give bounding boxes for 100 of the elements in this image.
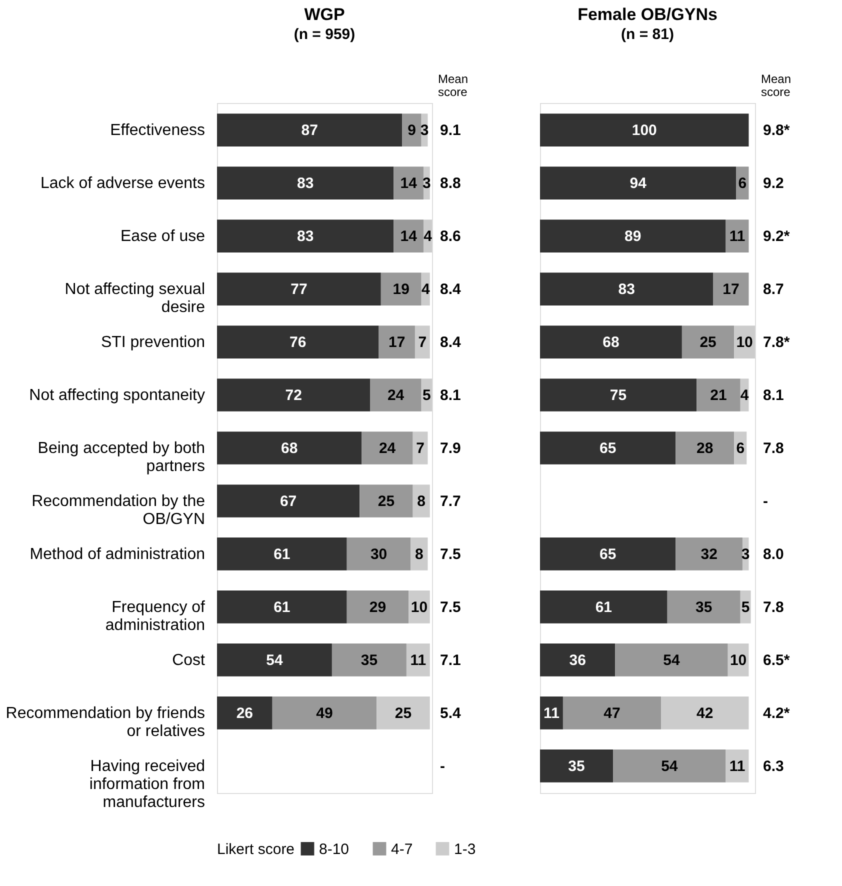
bar bbox=[667, 590, 740, 624]
bar bbox=[217, 696, 272, 730]
y-tick-label: Ease of use bbox=[120, 228, 206, 246]
bar bbox=[402, 114, 422, 146]
text: Mean score bbox=[438, 72, 468, 99]
bar bbox=[217, 538, 347, 570]
data-label: 72 bbox=[285, 387, 302, 404]
data-label: 10 bbox=[736, 334, 753, 352]
data-label: 11 bbox=[729, 758, 746, 775]
y-tick-label: Not affecting sexual desire bbox=[64, 281, 206, 316]
bar bbox=[217, 272, 381, 306]
bar bbox=[615, 644, 728, 676]
legend-label: 8-10 bbox=[319, 840, 350, 858]
text: 8.8 bbox=[440, 175, 461, 192]
data-label: 49 bbox=[316, 704, 333, 722]
data-label: 8 bbox=[417, 492, 426, 510]
text: 4.2* bbox=[763, 704, 790, 722]
bar bbox=[272, 696, 377, 730]
bar bbox=[562, 696, 662, 730]
text: 7.1 bbox=[440, 652, 461, 669]
y-tick-label: Recommendation by the OB/GYN bbox=[32, 492, 206, 528]
data-label: 10 bbox=[730, 652, 747, 669]
bar bbox=[378, 326, 415, 358]
bar bbox=[676, 432, 734, 464]
y-tick-label: Lack of adverse events bbox=[40, 175, 205, 192]
data-label: 5 bbox=[741, 598, 750, 616]
bar bbox=[713, 272, 749, 306]
y-tick-label: Frequency of administration bbox=[105, 598, 206, 634]
data-label: 54 bbox=[661, 758, 678, 775]
data-label: 87 bbox=[301, 122, 318, 140]
data-label: 54 bbox=[266, 652, 284, 669]
data-label: 4 bbox=[421, 281, 430, 298]
data-label: 8 bbox=[415, 546, 424, 563]
legend-title: Likert score bbox=[217, 841, 295, 858]
legend-label: 4-7 bbox=[391, 840, 413, 858]
data-label: 6 bbox=[738, 175, 747, 192]
data-label: 35 bbox=[360, 652, 378, 669]
bar bbox=[414, 326, 430, 358]
bar bbox=[394, 220, 424, 252]
data-label: 6 bbox=[736, 440, 745, 457]
data-label: 65 bbox=[599, 440, 616, 457]
bar bbox=[346, 590, 409, 624]
text: 8.1 bbox=[440, 387, 461, 404]
bar bbox=[540, 220, 726, 252]
y-tick-label: Being accepted by both partners bbox=[38, 440, 205, 475]
chart-title: WGP bbox=[304, 5, 345, 24]
bar bbox=[540, 644, 616, 676]
data-label: 94 bbox=[630, 175, 648, 192]
data-label: 11 bbox=[729, 228, 746, 246]
bar bbox=[360, 484, 413, 518]
bar bbox=[540, 538, 676, 570]
data-label: 29 bbox=[369, 598, 386, 616]
y-tick-label: Not affecting spontaneity bbox=[29, 387, 205, 404]
text: 7.8 bbox=[763, 440, 784, 457]
data-label: 25 bbox=[378, 492, 395, 510]
bar bbox=[661, 696, 749, 730]
bar bbox=[394, 166, 424, 200]
chart-title: Female OB/GYNs bbox=[578, 5, 718, 24]
bar bbox=[412, 432, 428, 464]
bar bbox=[540, 750, 614, 782]
data-label: 19 bbox=[392, 281, 410, 298]
bar bbox=[540, 590, 668, 624]
data-label: 14 bbox=[400, 175, 418, 192]
bar bbox=[540, 696, 563, 730]
bar bbox=[696, 378, 740, 412]
data-label: 68 bbox=[281, 440, 298, 457]
data-label: 7 bbox=[416, 440, 424, 457]
bar bbox=[346, 538, 411, 570]
bar bbox=[682, 326, 734, 358]
data-label: 25 bbox=[394, 704, 412, 722]
text: 8.0 bbox=[763, 546, 784, 563]
bar bbox=[217, 326, 379, 358]
data-label: 11 bbox=[410, 652, 426, 669]
text: 8.6 bbox=[440, 228, 461, 246]
bar bbox=[540, 114, 749, 146]
bar bbox=[217, 644, 332, 676]
data-label: 17 bbox=[388, 334, 406, 352]
bar bbox=[540, 166, 736, 200]
bar bbox=[217, 220, 394, 252]
bar bbox=[217, 432, 362, 464]
text: 7.5 bbox=[440, 598, 461, 616]
data-label: 4 bbox=[740, 387, 750, 404]
text: 9.2* bbox=[763, 228, 790, 246]
bar bbox=[217, 590, 347, 624]
text: 5.4 bbox=[440, 704, 462, 722]
bar bbox=[613, 750, 726, 782]
data-label: 76 bbox=[290, 334, 306, 352]
data-label: 9 bbox=[408, 122, 416, 140]
text: - bbox=[440, 758, 445, 775]
bar bbox=[217, 114, 402, 146]
text: 6.5* bbox=[763, 652, 790, 669]
data-label: 3 bbox=[420, 122, 429, 140]
data-label: 32 bbox=[700, 546, 718, 563]
text: 8.7 bbox=[763, 281, 784, 298]
data-label: 61 bbox=[274, 546, 290, 563]
data-label: 26 bbox=[236, 704, 254, 722]
y-tick-label: Having received information from manufacturers bbox=[89, 758, 205, 811]
data-label: 67 bbox=[280, 492, 297, 510]
text: 7.8 bbox=[763, 598, 784, 616]
y-tick-label: STI prevention bbox=[100, 334, 205, 352]
